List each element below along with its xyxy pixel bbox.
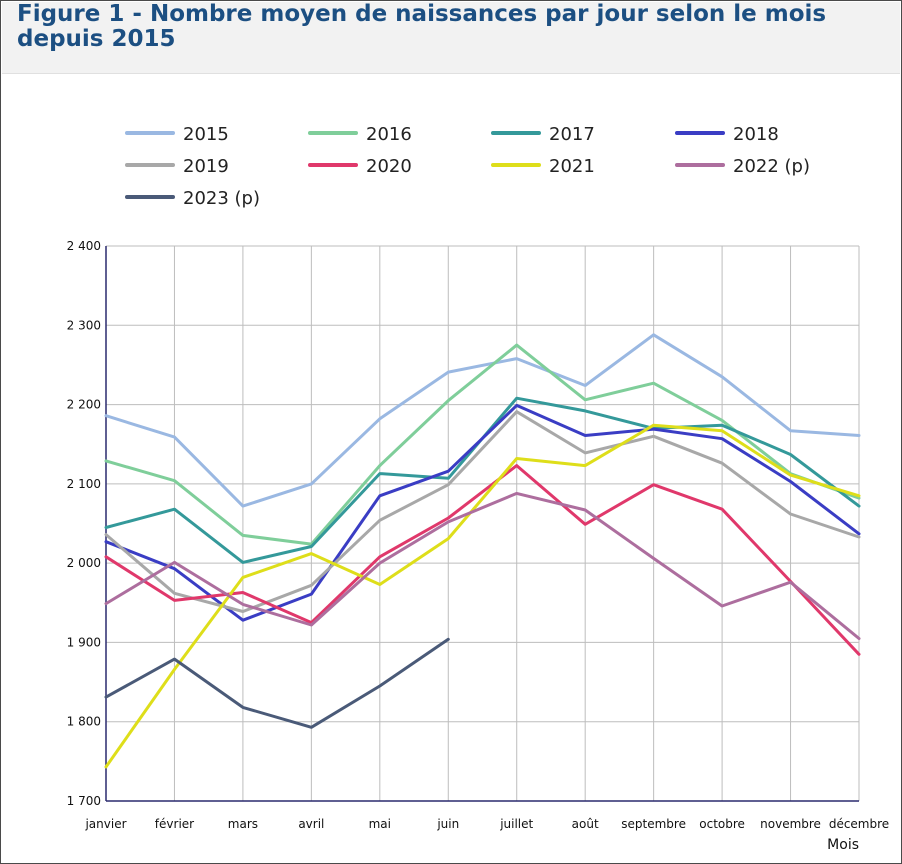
x-tick-label: janvier xyxy=(84,817,126,831)
y-tick-label: 2 300 xyxy=(67,318,101,332)
legend-label: 2015 xyxy=(183,124,229,145)
chart-legend: 2015 2016 2017 2018 2019 2020 2021 2022 (p) 2023… xyxy=(125,124,810,209)
x-axis-title: Mois xyxy=(827,837,859,853)
chart-axes xyxy=(105,246,859,802)
y-tick-label: 1 800 xyxy=(67,715,101,729)
x-tick-label: novembre xyxy=(760,817,821,831)
legend-label: 2023 (p) xyxy=(183,188,260,209)
legend-label: 2020 xyxy=(366,156,412,177)
chart-grid xyxy=(106,245,860,801)
legend-label: 2021 xyxy=(549,156,595,177)
x-tick-label: août xyxy=(572,817,599,831)
legend-label: 2017 xyxy=(549,124,595,145)
legend-label: 2018 xyxy=(733,124,779,145)
series-line-2015 xyxy=(104,333,861,508)
y-tick-label: 1 900 xyxy=(67,635,101,649)
series-line-2020 xyxy=(104,464,861,656)
series-line-2021 xyxy=(104,423,861,769)
y-tick-label: 2 000 xyxy=(67,556,101,570)
x-tick-label: décembre xyxy=(829,817,889,831)
series-line-2022-p xyxy=(104,491,861,640)
y-tick-label: 1 700 xyxy=(67,794,101,808)
x-tick-label: juillet xyxy=(499,817,533,831)
chart-series xyxy=(104,333,861,769)
y-tick-label: 2 400 xyxy=(67,239,101,253)
figure-header: Figure 1 - Nombre moyen de naissances pa… xyxy=(2,2,900,74)
chart-tick-labels: 1 700 1 800 1 900 2 000 2 100 2 200 2 300 2 400… xyxy=(67,239,890,853)
x-tick-label: février xyxy=(155,817,194,831)
y-tick-label: 2 100 xyxy=(67,477,101,491)
series-line-2019 xyxy=(104,410,861,613)
series-line-2023-p xyxy=(104,637,450,729)
legend-label: 2022 (p) xyxy=(733,156,810,177)
legend-label: 2016 xyxy=(366,124,412,145)
x-tick-label: mai xyxy=(369,817,391,831)
figure-title: Figure 1 - Nombre moyen de naissances pa… xyxy=(17,1,827,52)
x-tick-label: octobre xyxy=(699,817,745,831)
x-tick-label: juin xyxy=(436,817,459,831)
x-tick-label: mars xyxy=(228,817,258,831)
legend-label: 2019 xyxy=(183,156,229,177)
x-tick-label: septembre xyxy=(621,817,686,831)
series-line-2018 xyxy=(104,403,861,622)
y-tick-label: 2 200 xyxy=(67,398,101,412)
x-tick-label: avril xyxy=(298,817,324,831)
